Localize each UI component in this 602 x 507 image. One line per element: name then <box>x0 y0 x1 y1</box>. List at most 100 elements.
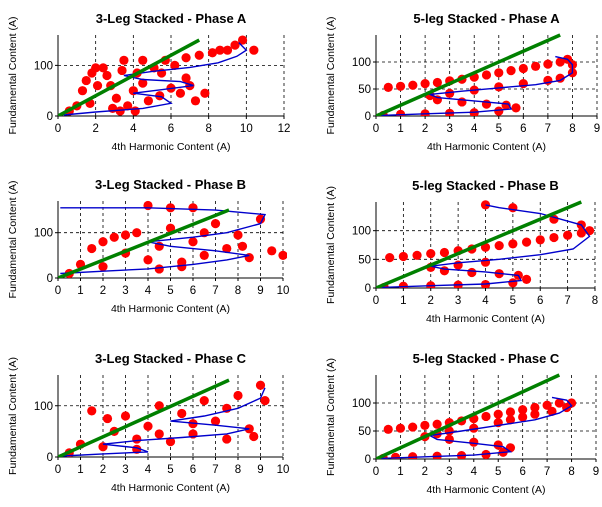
x-tick-label: 3 <box>446 466 452 478</box>
y-tick-label: 100 <box>352 398 371 410</box>
x-tick-label: 9 <box>593 466 599 478</box>
data-point <box>432 419 442 429</box>
data-point <box>181 53 191 63</box>
data-point <box>481 70 492 80</box>
data-point <box>115 106 125 116</box>
x-tick-label: 12 <box>278 123 291 135</box>
x-tick-label: 0 <box>373 466 379 478</box>
x-tick-label: 1 <box>77 464 83 476</box>
chart-panel-1: 0 2 4 6 8 10 12 0 100 3-Leg Stacked - Phase A 4th … <box>7 11 290 153</box>
data-point <box>420 79 430 89</box>
data-point <box>138 78 148 88</box>
data-point <box>493 440 503 450</box>
x-tick-label: 0 <box>55 123 61 135</box>
data-point <box>521 274 532 284</box>
data-point <box>188 237 198 247</box>
data-point <box>521 237 532 247</box>
x-axis-label: 4th Harmonic Content (A) <box>111 303 230 315</box>
data-point <box>383 82 393 92</box>
data-point <box>210 219 221 229</box>
x-tick-label: 5 <box>496 123 502 135</box>
data-point <box>143 421 153 431</box>
data-point <box>481 99 492 109</box>
y-axis-label: Fundamental Content (A) <box>325 186 337 304</box>
x-tick-label: 8 <box>235 285 241 297</box>
chart-title: 3-Leg Stacked - Phase B <box>95 177 246 192</box>
data-point <box>123 101 133 111</box>
data-point <box>233 230 243 240</box>
data-point <box>480 257 491 267</box>
x-tick-label: 0 <box>55 464 61 476</box>
data-point <box>445 88 455 98</box>
data-point <box>508 278 518 288</box>
data-point <box>222 434 232 444</box>
data-point <box>518 63 528 74</box>
y-axis-label: Fundamental Content (A) <box>325 358 337 476</box>
data-point <box>165 203 176 213</box>
data-point <box>98 262 108 272</box>
x-tick-label: 0 <box>373 295 379 307</box>
y-axis-label: Fundamental Content (A) <box>325 17 337 135</box>
x-tick-label: 10 <box>277 464 290 476</box>
data-point <box>444 434 454 444</box>
fitted-curve-line <box>381 204 591 288</box>
data-point <box>188 203 198 213</box>
data-point <box>132 228 142 238</box>
x-tick-label: 4 <box>145 285 152 297</box>
x-tick-label: 2 <box>422 466 428 478</box>
x-tick-label: 1 <box>397 466 403 478</box>
x-tick-label: 8 <box>569 123 575 135</box>
chart-panel-6: 0 1 2 3 4 5 6 7 8 9 0 50 100 5-leg Stacked - Phase C 4… <box>325 351 599 496</box>
data-point <box>199 250 209 260</box>
fitted-curve-line <box>63 42 248 116</box>
data-point <box>494 106 504 116</box>
data-point <box>535 235 545 245</box>
data-point <box>190 96 201 106</box>
y-tick-label: 100 <box>34 60 53 72</box>
x-tick-label: 1 <box>400 295 406 307</box>
x-tick-label: 3 <box>455 295 461 307</box>
y-tick-label: 0 <box>47 273 53 285</box>
data-point <box>481 411 491 422</box>
x-tick-label: 1 <box>397 123 403 135</box>
x-axis-label: 4th Harmonic Content (A) <box>427 141 546 153</box>
data-point <box>102 413 113 424</box>
data-point <box>120 411 131 421</box>
data-point <box>237 35 248 45</box>
x-tick-label: 6 <box>537 295 543 307</box>
data-point <box>408 422 418 432</box>
data-point <box>408 80 418 90</box>
x-tick-label: 5 <box>495 466 501 478</box>
y-tick-label: 0 <box>47 111 53 123</box>
data-point <box>130 106 140 116</box>
data-point <box>132 434 142 444</box>
reference-line <box>376 33 561 116</box>
data-point <box>143 96 153 106</box>
data-point <box>249 45 259 55</box>
data-point <box>143 255 153 265</box>
x-tick-label: 10 <box>240 123 253 135</box>
chart-title: 5-leg Stacked - Phase B <box>412 178 559 193</box>
data-point <box>494 240 504 251</box>
data-point <box>230 40 240 50</box>
data-point <box>385 253 395 263</box>
data-point <box>81 75 91 86</box>
y-tick-label: 100 <box>352 226 371 238</box>
data-point <box>439 266 450 276</box>
data-point <box>260 396 270 406</box>
data-point <box>494 82 504 92</box>
x-tick-label: 5 <box>510 295 516 307</box>
reference-line <box>376 373 561 459</box>
x-tick-label: 6 <box>190 464 196 476</box>
fitted-curve-line <box>380 55 574 116</box>
data-point <box>549 232 559 243</box>
data-point <box>278 250 287 260</box>
chart-title: 5-leg Stacked - Phase A <box>413 11 560 26</box>
chart-panel-2: 0 1 2 3 4 5 6 7 8 9 0 50 100 5-leg Stacked - Phase A 4… <box>325 11 600 153</box>
data-point <box>543 59 553 69</box>
data-point <box>199 396 209 406</box>
x-tick-label: 8 <box>205 123 211 135</box>
plot-area <box>376 33 578 116</box>
x-tick-label: 2 <box>100 285 106 297</box>
